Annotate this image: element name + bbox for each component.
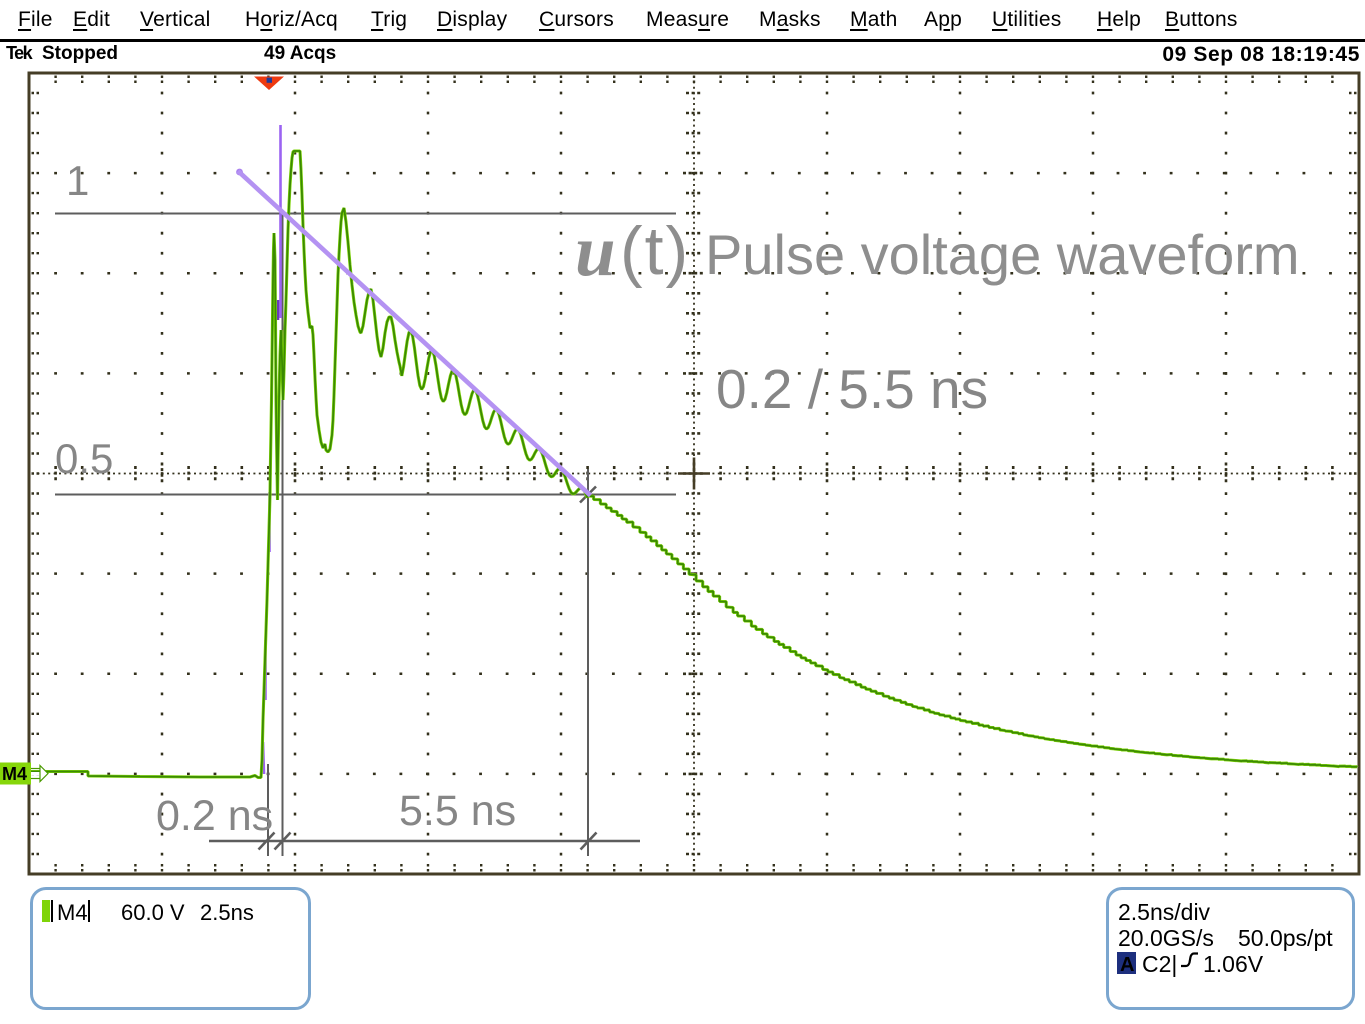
svg-text:M4: M4 bbox=[2, 764, 27, 784]
